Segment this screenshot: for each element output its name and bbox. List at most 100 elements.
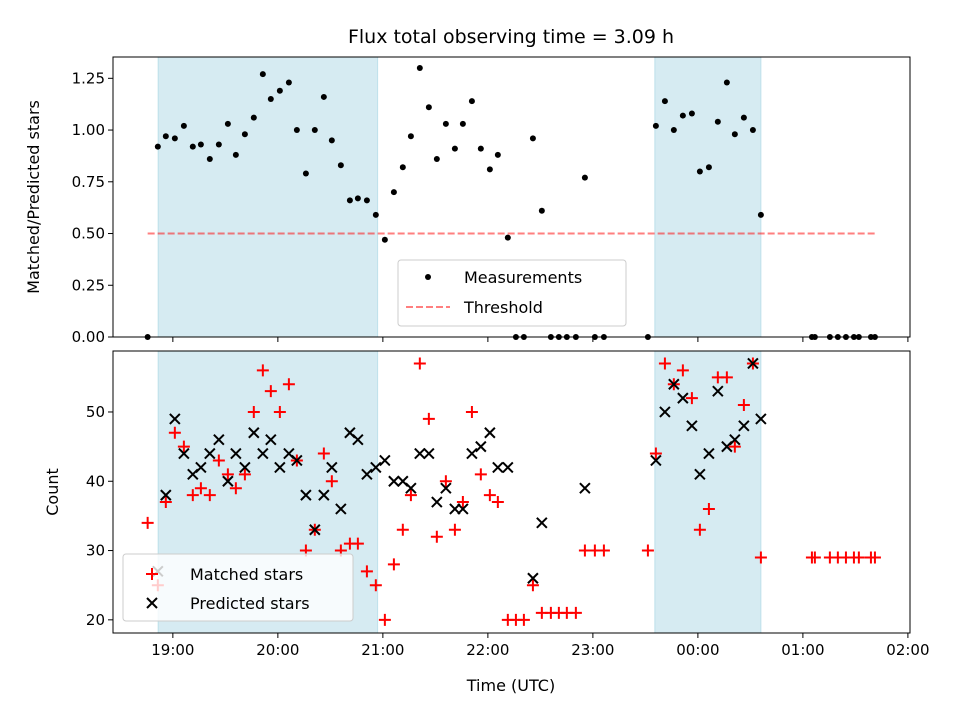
matched-star-point: [728, 440, 741, 453]
predicted-star-point: [738, 420, 750, 432]
matched-star-point: [317, 447, 330, 460]
predicted-star-point: [484, 427, 496, 439]
xtick-label: 01:00: [781, 641, 824, 659]
matched-star-point: [430, 530, 443, 543]
measurement-point: [538, 207, 545, 214]
top-axes: 0.00 0.25 0.50 0.75 1.00 1.25: [72, 56, 911, 346]
matched-star-point: [351, 537, 364, 550]
matched-star-point: [658, 357, 671, 370]
matched-star-point: [852, 551, 865, 564]
measurement-point: [372, 211, 379, 218]
measurement-point: [250, 114, 257, 121]
measurement-point: [197, 141, 204, 148]
legend-measurements: Measurements: [464, 268, 582, 287]
predicted-star-point: [335, 503, 347, 515]
matched-star-point: [247, 405, 260, 418]
predicted-star-point: [423, 447, 435, 460]
legend-plus-marker: [146, 568, 158, 580]
measurement-point: [381, 236, 388, 243]
xtick-label: 19:00: [151, 641, 194, 659]
measurement-point: [189, 143, 196, 150]
measurement-point: [652, 122, 659, 129]
predicted-star-point: [318, 489, 330, 501]
measurement-point: [302, 170, 309, 177]
matched-star-point: [369, 579, 382, 592]
predicted-star-point: [659, 406, 671, 418]
matched-star-point: [325, 475, 338, 488]
matched-star-point: [186, 489, 199, 502]
predicted-star-point: [274, 461, 286, 474]
measurement-point: [399, 164, 406, 171]
matched-star-point: [203, 489, 216, 502]
predicted-star-point: [755, 413, 767, 425]
predicted-star-point: [160, 489, 172, 501]
matched-star-point: [702, 502, 715, 515]
measurement-point: [477, 145, 484, 152]
predicted-star-point: [222, 475, 234, 487]
measurement-point: [276, 87, 283, 94]
top-legend-box: [397, 259, 627, 327]
measurement-point: [241, 131, 248, 138]
matched-star-point: [641, 544, 654, 557]
matched-star-point: [413, 357, 426, 370]
measurement-point: [407, 133, 414, 140]
predicted-star-point: [309, 524, 321, 536]
predicted-star-point: [370, 461, 382, 474]
measurement-point: [749, 127, 756, 134]
matched-star-point: [396, 523, 409, 536]
matched-star-point: [868, 551, 881, 564]
measurement-point: [714, 118, 721, 125]
top-ytick-label: 1.25: [72, 69, 105, 87]
chart-title: Flux total observing time = 3.09 h: [348, 26, 674, 48]
top-ytick-label: 1.00: [72, 121, 105, 139]
predicted-star-point: [326, 461, 338, 474]
xtick-label: 21:00: [361, 641, 404, 659]
measurement-point: [215, 141, 222, 148]
matched-star-point: [517, 613, 530, 626]
matched-star-point: [448, 523, 461, 536]
xtick-label: 02:00: [886, 641, 929, 659]
predicted-star-point: [466, 447, 478, 460]
predicted-star-point: [379, 454, 391, 467]
predicted-star-point: [169, 413, 181, 425]
matched-star-point: [282, 378, 295, 391]
xtick-label: 00:00: [676, 641, 719, 659]
legend-matched: Matched stars: [190, 565, 303, 584]
predicted-star-point: [265, 433, 277, 446]
bottom-shaded-interval: [654, 350, 762, 634]
matched-star-point: [465, 405, 478, 418]
predicted-star-point: [352, 433, 364, 446]
measurement-point: [232, 151, 239, 158]
predicted-star-point: [248, 427, 260, 439]
measurement-point: [679, 112, 686, 119]
predicted-star-point: [694, 468, 706, 481]
measurement-point: [267, 96, 274, 103]
measurement-point: [696, 168, 703, 175]
legend-cross-marker: [146, 597, 158, 609]
matched-star-point: [168, 426, 181, 439]
measurement-point: [581, 174, 588, 181]
matched-star-point: [141, 516, 154, 529]
predicted-star-point: [527, 572, 539, 584]
predicted-star-point: [579, 482, 591, 494]
measurement-point: [442, 120, 449, 127]
predicted-star-point: [440, 482, 452, 494]
matched-star-point: [693, 523, 706, 536]
matched-star-point: [212, 454, 225, 467]
predicted-star-point: [475, 440, 487, 453]
matched-star-point: [720, 371, 733, 384]
predicted-star-point: [747, 357, 759, 370]
matched-star-point: [491, 496, 504, 509]
matched-star-point: [387, 558, 400, 571]
measurement-point: [293, 127, 300, 134]
matched-star-point: [649, 447, 662, 460]
measurement-point: [354, 195, 361, 202]
measurement-point: [416, 64, 423, 71]
measurement-point: [468, 98, 475, 105]
measurement-point: [670, 127, 677, 134]
measurement-point: [363, 197, 370, 204]
predicted-star-point: [213, 433, 225, 446]
top-legend: Measurements Threshold: [397, 259, 627, 327]
predicted-star-point: [712, 385, 724, 397]
